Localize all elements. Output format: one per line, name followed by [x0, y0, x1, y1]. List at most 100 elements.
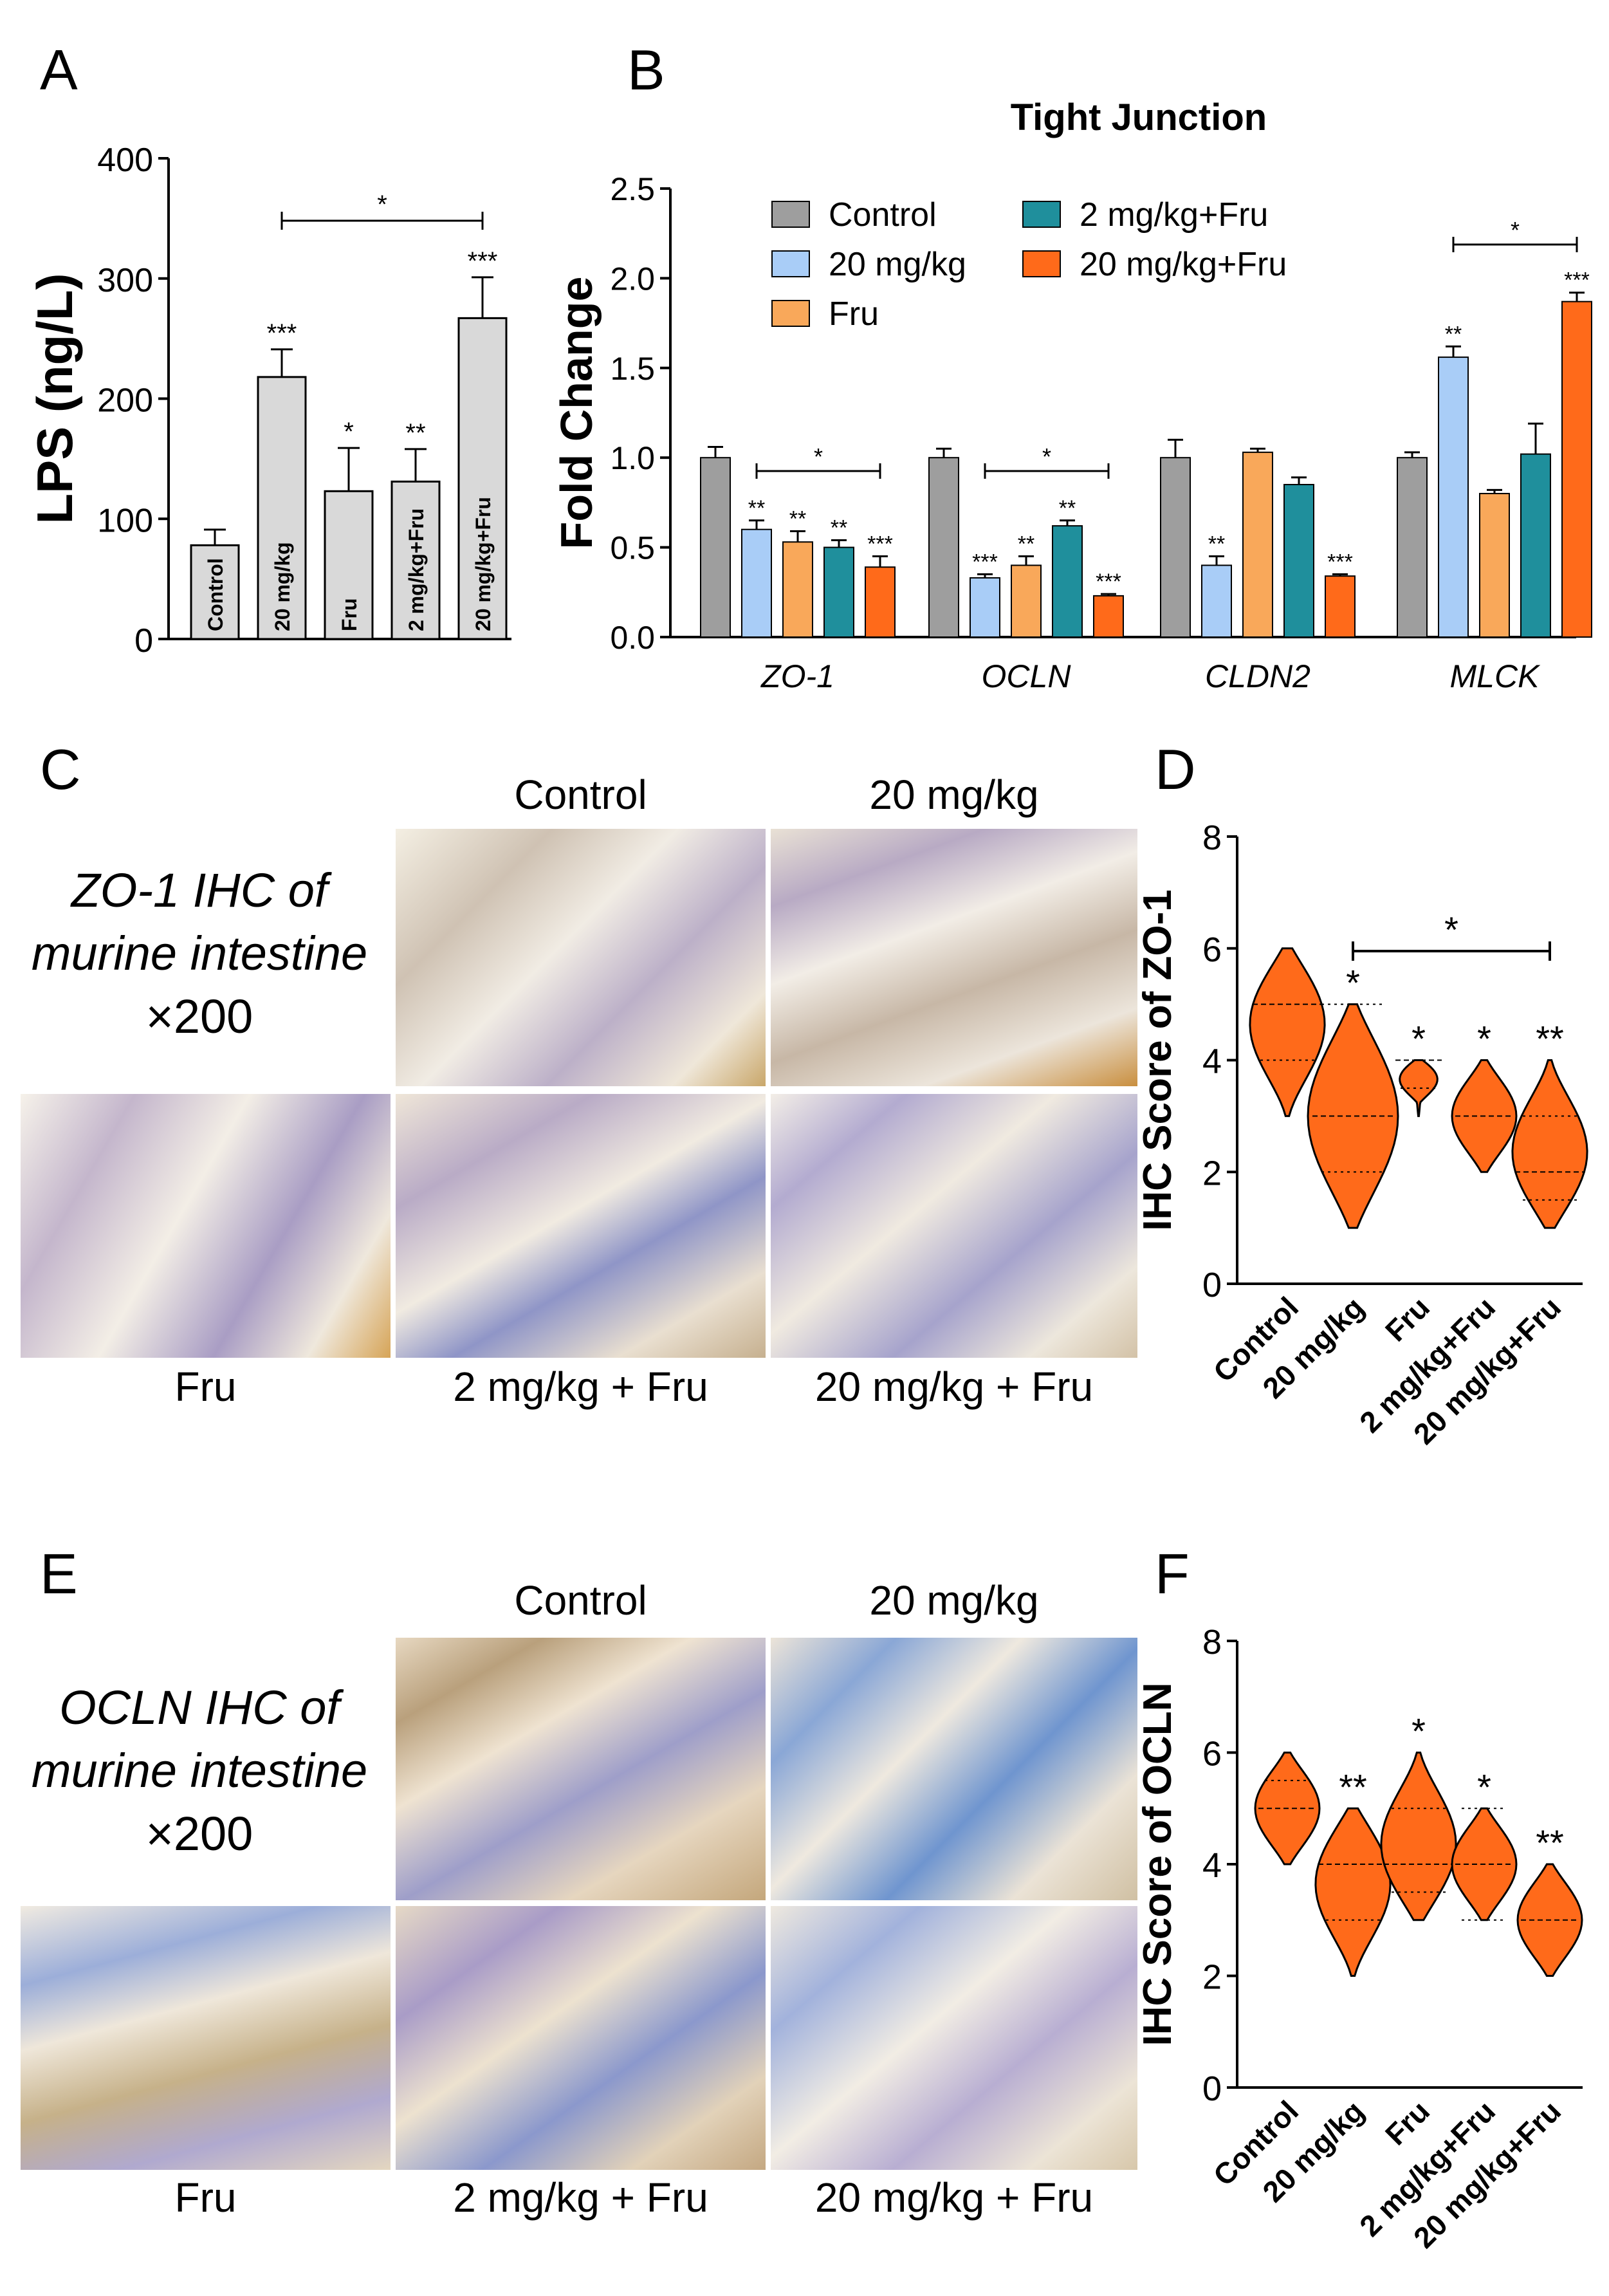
panel-c-caption-20mgkg: 20 mg/kg [869, 772, 1039, 818]
chart-b-legend-label: 20 mg/kg+Fru [1080, 246, 1287, 283]
chart-b-x-tick-label: MLCK [1450, 658, 1541, 694]
chart-b-comparison-label: * [1511, 217, 1520, 243]
chart-b-legend-label: Control [829, 196, 937, 234]
chart-a-bar-label: 2 mg/kg+Fru [405, 508, 428, 631]
chart-b-bar [1561, 301, 1592, 638]
chart-a-significance: ** [405, 419, 425, 447]
chart-d-y-tick-label: 4 [1202, 1042, 1222, 1081]
chart-b-bar [1052, 525, 1083, 638]
chart-b-y-tick-label: 2.0 [610, 261, 655, 297]
panel-e-caption-2mgkg-fru: 2 mg/kg + Fru [453, 2174, 708, 2221]
chart-b-bar [1201, 564, 1232, 638]
chart-f-significance: * [1411, 1711, 1426, 1752]
chart-b-significance: ** [789, 507, 806, 532]
chart-f-significance: ** [1536, 1822, 1564, 1863]
chart-a-y-label: LPS (ng/L) [26, 273, 83, 524]
chart-b-bar [1520, 453, 1551, 638]
micrograph-zo1-control [396, 829, 766, 1086]
chart-b-y-tick-label: 2.5 [610, 171, 655, 207]
chart-b-legend-swatch [1022, 201, 1061, 228]
chart-b-significance: ** [1208, 532, 1225, 557]
chart-a-significance: *** [468, 247, 498, 275]
chart-a-bar-label: 20 mg/kg+Fru [472, 497, 495, 631]
panel-letter-d: D [1155, 737, 1196, 801]
chart-f-violin [1380, 1752, 1457, 1921]
chart-b-bar [1093, 595, 1124, 638]
micrograph-ocln-control [396, 1638, 766, 1900]
micrograph-zo1-20mgkg [771, 829, 1137, 1086]
chart-d-significance: * [1346, 963, 1360, 1003]
chart-b-legend-swatch [1022, 250, 1061, 277]
chart-b-significance: *** [867, 532, 893, 557]
chart-b-y-tick-label: 1.5 [610, 351, 655, 387]
micrograph-ocln-fru [21, 1906, 391, 2170]
micrograph-zo1-fru [21, 1094, 391, 1358]
panel-c-label-line2: murine intestine [31, 927, 368, 980]
chart-f-y-label: IHC Score of OCLN [1135, 1683, 1180, 2046]
chart-b-y-tick-label: 0.0 [610, 620, 655, 656]
panel-letter-c: C [40, 737, 81, 801]
chart-b-legend-label: Fru [829, 295, 879, 333]
chart-d-comparison-label: * [1444, 909, 1458, 950]
chart-a-comparison-label: * [377, 190, 387, 219]
panel-e-caption-control: Control [514, 1577, 647, 1624]
chart-a-y-tick-label: 200 [97, 382, 153, 420]
chart-b-significance: ** [1018, 532, 1034, 557]
panel-e-magnification: ×200 [145, 1807, 253, 1860]
chart-a-significance: * [344, 418, 354, 446]
chart-b-x-tick-label: CLDN2 [1205, 658, 1310, 694]
chart-b-significance: ** [748, 496, 765, 521]
chart-b-significance: ** [1445, 322, 1462, 346]
chart-b-bar [1011, 564, 1042, 638]
micrograph-ocln-20mgkg-fru [771, 1906, 1137, 2170]
chart-a-significance: *** [267, 319, 297, 347]
panel-e-label-line1: OCLN IHC of [59, 1681, 340, 1734]
chart-b-significance: *** [1564, 268, 1590, 293]
chart-d-significance: * [1477, 1019, 1491, 1059]
micrograph-zo1-2mgkg-fru [396, 1094, 766, 1358]
chart-a-bar-label: Control [204, 558, 227, 631]
chart-b-significance: ** [831, 515, 847, 540]
chart-b-bar [741, 528, 772, 638]
panel-letter-b: B [627, 38, 665, 102]
micrograph-ocln-20mgkg [771, 1638, 1137, 1900]
chart-b-bar [970, 577, 1000, 638]
chart-d-significance: * [1411, 1019, 1426, 1059]
panel-c-caption-fru: Fru [174, 1364, 237, 1410]
panel-c-label-line1: ZO-1 IHC of [71, 864, 328, 917]
chart-a-bar [324, 490, 374, 640]
chart-a-y-tick-label: 400 [97, 142, 153, 179]
chart-d-y-tick-label: 6 [1202, 930, 1222, 969]
chart-b-x-tick-label: ZO-1 [760, 658, 834, 694]
chart-b-significance: *** [1096, 569, 1121, 594]
chart-b-bar [1160, 457, 1191, 638]
chart-b-legend-swatch [771, 300, 810, 327]
chart-d-y-tick-label: 0 [1202, 1266, 1222, 1304]
chart-a-bar-label: Fru [338, 598, 361, 631]
panel-e-label-line2: murine intestine [31, 1744, 368, 1797]
micrograph-zo1-20mgkg-fru [771, 1094, 1137, 1358]
panel-c-caption-control: Control [514, 772, 647, 818]
panel-c-magnification: ×200 [145, 990, 253, 1043]
panel-e-label: OCLN IHC of murine intestine ×200 [13, 1676, 386, 1866]
chart-a-bar [190, 544, 240, 640]
chart-b-legend-swatch [771, 250, 810, 277]
panel-e-caption-fru: Fru [174, 2174, 237, 2221]
chart-b-bar [1325, 575, 1356, 638]
micrograph-ocln-2mgkg-fru [396, 1906, 766, 2170]
chart-b-y-label: Fold Change [551, 277, 602, 550]
chart-b-y-tick-label: 0.5 [610, 530, 655, 566]
chart-f-x-tick-label: Fru [1379, 2094, 1436, 2151]
chart-b-title: Tight Junction [1011, 97, 1267, 138]
chart-f-y-tick-label: 8 [1202, 1623, 1222, 1662]
chart-f-y-tick-label: 4 [1202, 1846, 1222, 1885]
chart-a-y-tick-label: 0 [134, 622, 153, 660]
chart-a-bar [457, 317, 508, 640]
chart-b-bar [1479, 492, 1510, 638]
chart-b-bar [928, 457, 959, 638]
chart-f-y-tick-label: 6 [1202, 1735, 1222, 1773]
chart-b-bar [782, 541, 813, 638]
chart-b-significance: ** [1059, 496, 1076, 521]
